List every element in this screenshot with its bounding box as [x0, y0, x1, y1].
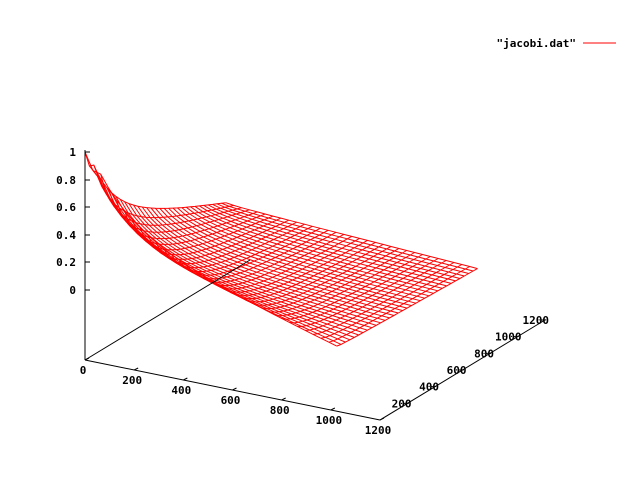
x-tick-mark-6 [379, 417, 385, 421]
mesh-line-y-8 [119, 199, 373, 329]
back-floor-line [84, 259, 251, 361]
axes [84, 150, 546, 421]
z-tick-label-0.8: 0.8 [56, 174, 76, 187]
x-tick-mark-5 [330, 407, 336, 411]
mesh-line-y-11 [132, 204, 386, 321]
mesh-line-y-17 [159, 208, 412, 307]
mesh-line-y-19 [168, 207, 421, 302]
mesh-line-y-12 [137, 205, 390, 319]
y-tick-label-600: 600 [447, 364, 467, 377]
x-tick-label-1000: 1000 [316, 414, 343, 427]
x-tick-mark-1 [133, 367, 139, 371]
x-tick-mark-3 [232, 387, 237, 391]
y-tick-label-200: 200 [392, 397, 412, 410]
tick-labels: 00.20.40.60.8102004006008001000120020040… [56, 146, 549, 437]
mesh-line-y-16 [155, 207, 408, 309]
y-tick-label-1200: 1200 [523, 314, 550, 327]
mesh-line-y-23 [185, 206, 439, 292]
x-tick-label-600: 600 [221, 394, 241, 407]
x-tick-label-1200: 1200 [365, 424, 392, 437]
mesh-line-y-24 [190, 206, 443, 289]
z-tick-label-0.6: 0.6 [56, 201, 76, 214]
mesh-line-y-4 [102, 181, 355, 338]
z-tick-label-1: 1 [69, 146, 76, 159]
z-tick-label-0.2: 0.2 [56, 256, 76, 269]
mesh-line-y-6 [110, 192, 364, 334]
x-tick-label-400: 400 [171, 384, 191, 397]
mesh-line-y-30 [216, 203, 469, 274]
x-tick-mark-2 [183, 377, 188, 381]
mesh-line-x-0 [84, 151, 226, 209]
mesh-line-y-26 [199, 205, 452, 284]
z-tick-label-0.4: 0.4 [56, 229, 76, 242]
legend: "jacobi.dat" [497, 37, 616, 50]
mesh-line-y-25 [194, 205, 447, 287]
x-tick-mark-4 [281, 397, 286, 401]
mesh-line-y-31 [221, 202, 474, 272]
mesh-line-y-22 [181, 207, 434, 294]
mesh-line-y-14 [146, 207, 399, 314]
mesh-line-y-10 [128, 203, 381, 324]
legend-label: "jacobi.dat" [497, 37, 576, 50]
mesh-line-y-20 [172, 207, 425, 299]
y-tick-label-800: 800 [474, 347, 494, 360]
x-tick-mark-0 [84, 357, 90, 361]
x-tick-label-800: 800 [270, 404, 290, 417]
mesh-line-y-5 [106, 187, 359, 336]
mesh-line-y-32 [225, 202, 478, 270]
mesh-line-y-27 [203, 204, 456, 282]
mesh-line-y-15 [150, 207, 403, 312]
z-tick-label-0: 0 [69, 284, 76, 297]
mesh-line-y-0 [84, 151, 337, 347]
x-tick-label-0: 0 [80, 364, 87, 377]
mesh-line-y-29 [212, 203, 465, 277]
mesh-line-y-28 [207, 204, 461, 279]
mesh-line-y-7 [115, 196, 368, 331]
surface-mesh [84, 151, 478, 347]
y-tick-label-400: 400 [419, 381, 439, 394]
mesh-line-y-9 [124, 201, 377, 326]
mesh-line-y-13 [141, 206, 395, 316]
mesh-line-y-21 [177, 207, 430, 297]
x-tick-label-200: 200 [122, 374, 142, 387]
mesh-line-y-18 [163, 208, 417, 304]
y-tick-label-1000: 1000 [495, 331, 522, 344]
